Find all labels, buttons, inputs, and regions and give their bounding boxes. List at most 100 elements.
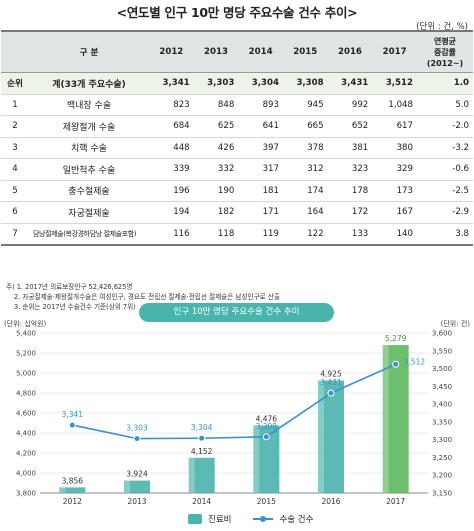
cell-value: 323 xyxy=(327,158,373,181)
left-tick-label: 4,400 xyxy=(16,430,36,438)
header-empty xyxy=(1,30,29,73)
bar-value-label: 5,279 xyxy=(385,334,407,343)
line-value-label: 3,303 xyxy=(126,424,148,433)
bar-highlight xyxy=(318,380,324,493)
bar-highlight xyxy=(59,487,66,493)
legend-line-label: 수술 건수 xyxy=(279,515,314,525)
cell-value: 317 xyxy=(238,158,283,181)
cell-value: 684 xyxy=(149,115,194,138)
cell-rate: -2.0 xyxy=(417,115,473,138)
chart-legend: 진료비 수술 건수 xyxy=(188,513,313,525)
cell-value: 174 xyxy=(282,180,328,202)
cell-value: 652 xyxy=(327,115,373,138)
cell-rate: -2.9 xyxy=(417,201,473,224)
table-title: <연도별 인구 10만 명당 주요수술 건수 추이> xyxy=(116,5,358,20)
x-tick-label: 2015 xyxy=(257,497,276,506)
cell-value: 945 xyxy=(282,94,328,116)
cell-value: 190 xyxy=(193,180,239,202)
cell-value: 397 xyxy=(238,137,283,159)
bar xyxy=(124,480,150,493)
row-rank: 2 xyxy=(1,115,29,138)
cell-value: 625 xyxy=(193,115,239,138)
cell-value: 171 xyxy=(238,201,283,224)
left-tick-label: 4,600 xyxy=(16,410,36,418)
left-tick-label: 3,800 xyxy=(16,490,36,498)
cell-value: 164 xyxy=(282,201,328,224)
cell-value: 992 xyxy=(327,94,373,116)
x-tick-label: 2016 xyxy=(321,497,340,506)
cell-value: 893 xyxy=(238,94,283,116)
cell-value: 3,512 xyxy=(372,72,417,95)
header-year: 2012 xyxy=(149,30,194,73)
bar-value-label: 4,925 xyxy=(320,370,342,379)
row-rank: 1 xyxy=(1,94,29,116)
cell-value: 448 xyxy=(149,137,194,159)
legend-line-swatch xyxy=(253,516,274,522)
row-rank: 7 xyxy=(1,223,29,246)
table-row: 7 담낭절제술(복강경하담낭 절제술포함) 116 118 119 122 133 140 3.… xyxy=(1,223,473,246)
right-tick-label: 3,150 xyxy=(432,490,452,498)
right-tick-label: 3,200 xyxy=(432,472,452,480)
footnote-2: 2. 자궁절제술·제왕절개수술은 여성인구, 경요도 전립선 절제술·전립선 절… xyxy=(14,293,280,301)
line-value-label: 3,304 xyxy=(191,423,213,432)
cell-value: 196 xyxy=(149,180,194,202)
cell-rate: 5.0 xyxy=(417,94,473,116)
table-row: 5 충수절제술 196 190 181 174 178 173 -2.5 xyxy=(1,180,473,202)
chart-title: 인구 10만 명당 주요수술 건수 추이 xyxy=(139,303,334,322)
row-label: 제왕절개 수술 xyxy=(29,115,149,138)
line-point xyxy=(133,435,141,443)
left-tick-label: 5,400 xyxy=(16,330,36,338)
cell-value: 3,304 xyxy=(238,72,283,95)
header-rate-line: (2012~) xyxy=(426,58,464,68)
cell-value: 329 xyxy=(372,158,417,181)
row-label: 계(33개 주요수술) xyxy=(29,72,149,95)
bar xyxy=(382,345,409,493)
table-row: 4 일반척추 수술 339 332 317 312 323 329 -0.6 xyxy=(1,158,473,181)
cell-value: 118 xyxy=(193,223,239,246)
cell-value: 380 xyxy=(372,137,417,159)
header-name: 구 분 xyxy=(29,30,149,73)
row-label: 자궁절제술 xyxy=(29,201,149,224)
x-tick-label: 2017 xyxy=(386,497,405,506)
right-tick-label: 3,300 xyxy=(432,436,452,444)
cell-value: 665 xyxy=(282,115,328,138)
cell-value: 332 xyxy=(193,158,239,181)
left-tick-label: 4,000 xyxy=(16,470,36,478)
header-year: 2015 xyxy=(282,30,328,73)
footnote-3: 3. 순위는 2017년 수술건수 기준(상위 7위) xyxy=(14,303,136,311)
left-tick-label: 4,200 xyxy=(16,450,36,458)
row-label: 담낭절제술(복강경하담낭 절제술포함) xyxy=(29,223,149,246)
row-label: 일반척추 수술 xyxy=(29,158,149,181)
rank-header: 순위 xyxy=(1,72,29,95)
row-rank: 5 xyxy=(1,180,29,202)
cell-value: 823 xyxy=(149,94,194,116)
header-rate-line: 연평균 xyxy=(433,36,457,46)
line-value-label: 3,512 xyxy=(404,357,426,366)
cell-value: 140 xyxy=(372,223,417,246)
line-value-label: 3,308 xyxy=(256,422,278,431)
line-value-label: 3,431 xyxy=(320,378,342,387)
bar-highlight xyxy=(124,480,130,493)
cell-value: 167 xyxy=(372,201,417,224)
bar-highlight xyxy=(188,457,195,493)
cell-value: 3,341 xyxy=(149,72,194,95)
row-label: 치핵 수술 xyxy=(29,137,149,159)
cell-value: 119 xyxy=(238,223,283,246)
right-tick-label: 3,550 xyxy=(432,347,452,355)
cell-rate: -3.2 xyxy=(417,137,473,159)
cell-value: 641 xyxy=(238,115,283,138)
left-tick-label: 4,800 xyxy=(16,390,36,398)
right-tick-label: 3,500 xyxy=(432,365,452,373)
cell-value: 339 xyxy=(149,158,194,181)
row-rank: 6 xyxy=(1,201,29,224)
cell-value: 3,303 xyxy=(193,72,239,95)
cell-value: 381 xyxy=(327,137,373,159)
legend-bar-label: 진료비 xyxy=(208,515,232,525)
cell-value: 426 xyxy=(193,137,239,159)
footnote-1: 주) 1. 2017년 의료보장인구 52,426,625명 xyxy=(6,283,133,291)
cell-rate: 1.0 xyxy=(417,72,473,95)
unit-label: (단위 : 건, %) xyxy=(416,22,468,32)
bar-highlight xyxy=(253,425,260,493)
cell-value: 122 xyxy=(282,223,328,246)
